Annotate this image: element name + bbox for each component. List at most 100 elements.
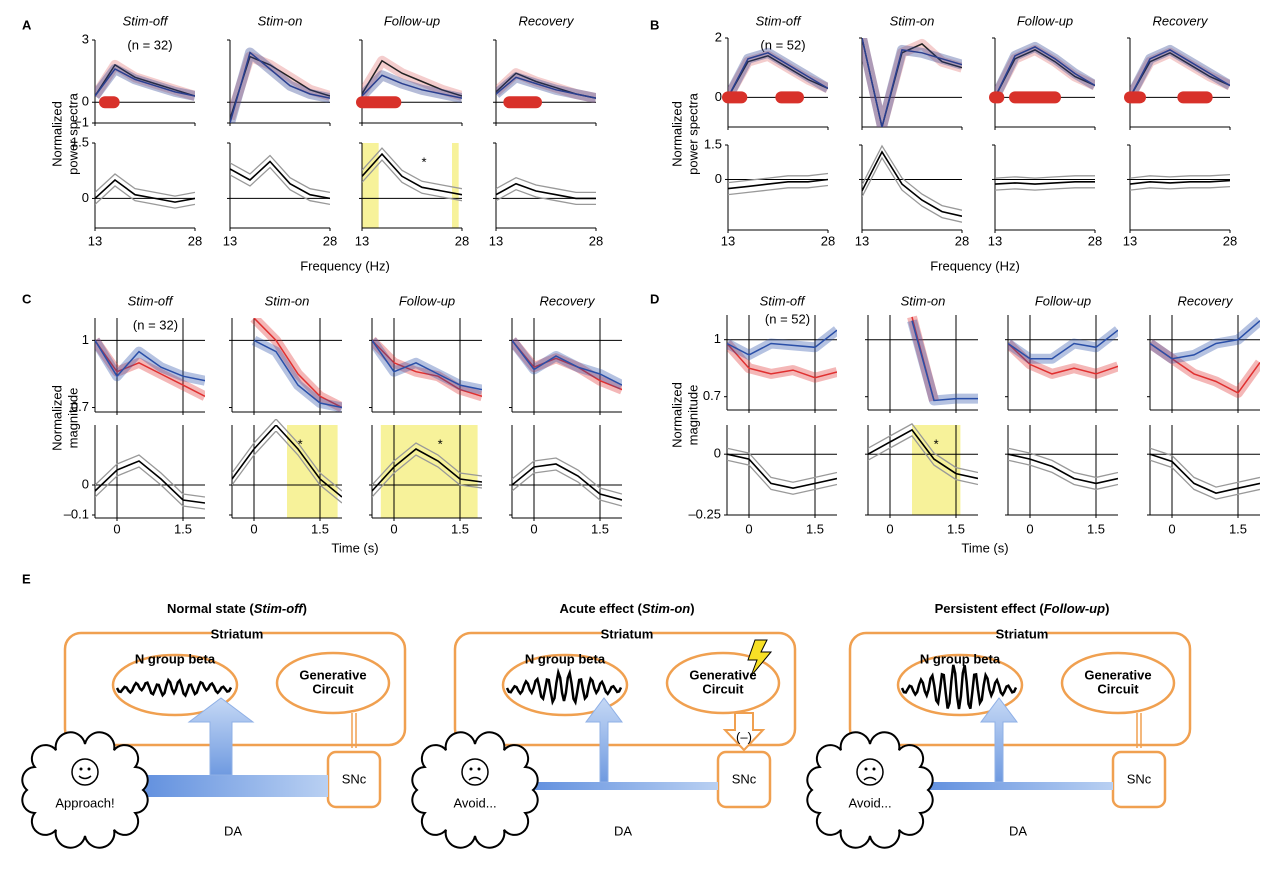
mood-label: Approach! [55, 795, 114, 810]
y-tick-label: 2 [715, 29, 722, 44]
column-title: Recovery [519, 13, 575, 28]
x-tick-label: 1.5 [311, 521, 329, 536]
x-tick-label: 28 [455, 233, 469, 248]
y-tick-label: 3 [82, 31, 89, 46]
face [857, 759, 883, 785]
y-axis-label: magnitude [65, 388, 80, 449]
x-tick-label: 13 [721, 233, 735, 248]
column-title: Stim-on [265, 293, 310, 308]
curve-bound [727, 448, 837, 482]
x-axis-label: Frequency (Hz) [930, 258, 1020, 273]
x-tick-label: 0 [250, 521, 257, 536]
curve-bound [995, 188, 1095, 190]
y-tick-label: 1.5 [704, 136, 722, 151]
beta-label: N group beta [525, 651, 606, 666]
column-title: Follow-up [1017, 13, 1073, 28]
x-tick-label: 28 [188, 233, 202, 248]
y-tick-label: 0 [82, 94, 89, 109]
circuit-label: Generative [299, 667, 366, 682]
y-tick-label: 0 [715, 89, 722, 104]
beta-label: N group beta [920, 651, 1001, 666]
circuit-label: Generative [689, 667, 756, 682]
panel-letter: E [22, 571, 31, 586]
significance-star: * [421, 154, 426, 169]
region-box [65, 633, 405, 745]
column-title: Stim-off [123, 13, 169, 28]
column-title: Follow-up [399, 293, 455, 308]
column-title: Stim-on [901, 293, 946, 308]
y-tick-label: 1.5 [71, 134, 89, 149]
mood-label: Avoid... [453, 795, 496, 810]
y-tick-label: 1 [82, 332, 89, 347]
mood-label: Avoid... [848, 795, 891, 810]
column-title: Stim-on [890, 13, 935, 28]
diagram-title: Persistent effect (Follow-up) [935, 601, 1110, 616]
y-tick-label: −1 [74, 114, 89, 129]
significance-star: * [934, 436, 939, 451]
curve-bound [95, 467, 205, 509]
x-tick-label: 1.5 [174, 521, 192, 536]
title-part: Persistent effect ( [935, 601, 1045, 616]
y-tick-label: 1 [714, 331, 721, 346]
panel-letter: D [650, 291, 659, 306]
curve-bound [1130, 175, 1230, 179]
source-label: SNc [1127, 771, 1152, 786]
x-tick-label: 0 [745, 521, 752, 536]
da-arrow [586, 698, 622, 782]
highlight [452, 143, 459, 228]
signal-label: DA [224, 823, 242, 838]
x-tick-label: 1.5 [451, 521, 469, 536]
thought-cloud [22, 732, 147, 847]
curve [1150, 454, 1260, 493]
x-tick-label: 28 [1088, 233, 1102, 248]
curve [254, 318, 342, 408]
x-tick-label: 0 [1026, 521, 1033, 536]
confidence-band [1130, 50, 1230, 97]
title-part: ) [1105, 601, 1109, 616]
column-title: Stim-off [128, 293, 174, 308]
circuit-label: Circuit [702, 681, 744, 696]
x-tick-label: 0 [530, 521, 537, 536]
curve-bound [862, 146, 962, 210]
region-box [850, 633, 1190, 745]
thought-cloud [807, 732, 932, 847]
eye [88, 768, 91, 771]
eye [865, 768, 868, 771]
y-tick-label: –0.1 [64, 506, 89, 521]
column-title: Recovery [540, 293, 596, 308]
x-tick-label: 1.5 [591, 521, 609, 536]
y-axis-label: Normalized [669, 101, 684, 167]
y-tick-label: 0 [82, 476, 89, 491]
circuit-label: Generative [1084, 667, 1151, 682]
y-tick-label: 0 [82, 190, 89, 205]
panel-letter: A [22, 17, 32, 32]
confidence-band [95, 340, 205, 380]
column-title: Recovery [1153, 13, 1209, 28]
x-tick-label: 13 [1123, 233, 1137, 248]
title-part: Follow-up [1044, 601, 1105, 616]
x-tick-label: 13 [223, 233, 237, 248]
x-tick-label: 28 [589, 233, 603, 248]
n-label: (n = 52) [765, 311, 810, 326]
column-title: Recovery [1178, 293, 1234, 308]
x-tick-label: 0 [886, 521, 893, 536]
eye [80, 768, 83, 771]
x-tick-label: 13 [355, 233, 369, 248]
eye [873, 768, 876, 771]
signal-label: DA [1009, 823, 1027, 838]
diagram-title: Acute effect (Stim-on) [559, 601, 694, 616]
curve [995, 182, 1095, 184]
inhibit-label: (–) [736, 729, 752, 744]
eye [470, 768, 473, 771]
signal-label: DA [614, 823, 632, 838]
curve-bound [995, 176, 1095, 178]
beta-label: N group beta [135, 651, 216, 666]
n-label: (n = 32) [133, 317, 178, 332]
x-axis-label: Time (s) [331, 540, 378, 555]
y-tick-label: 0.7 [703, 388, 721, 403]
curve-bound [1150, 460, 1260, 499]
title-part: Stim-on [642, 601, 690, 616]
title-part: Normal state ( [167, 601, 254, 616]
x-tick-label: 1.5 [1229, 521, 1247, 536]
x-tick-label: 28 [955, 233, 969, 248]
